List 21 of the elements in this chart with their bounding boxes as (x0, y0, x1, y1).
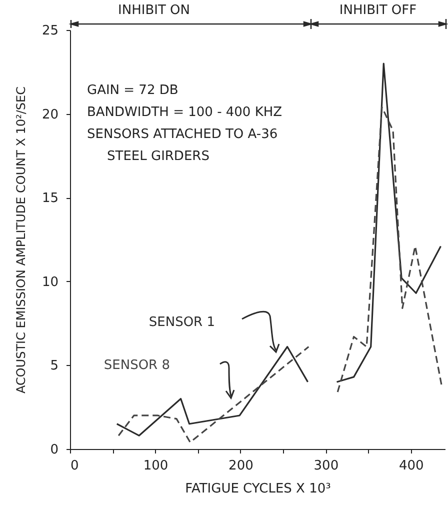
x-tick-label: 200 (228, 458, 254, 474)
y-axis-title: ACOUSTIC EMISSION AMPLITUDE COUNT X 10²/SEC (14, 86, 28, 394)
annotation: BANDWIDTH = 100 - 400 KHZ (87, 105, 282, 120)
x-tick-label: 0 (70, 458, 79, 474)
x-axis-title: FATIGUE CYCLES X 10³ (185, 482, 331, 496)
y-tick-label: 15 (42, 191, 58, 206)
y-tick-label: 20 (42, 107, 58, 122)
x-tick-label: 300 (314, 458, 339, 474)
text: INHIBIT OFF (339, 3, 417, 18)
x-tick-label: 400 (398, 458, 424, 474)
annotation: SENSORS ATTACHED TO A-36 (87, 127, 278, 142)
y-tick-label: 10 (42, 274, 58, 290)
text: INHIBIT ON (118, 3, 190, 18)
y-tick-label: 5 (50, 358, 58, 374)
y-tick-label: 25 (42, 24, 58, 38)
text: SENSOR 8 (104, 358, 170, 373)
text: SENSOR 1 (148, 315, 215, 330)
y-tick-label: 0 (50, 442, 58, 458)
annotation: GAIN = 72 DB (87, 83, 178, 98)
x-tick-label: 100 (143, 458, 168, 474)
annotation: STEEL GIRDERS (107, 149, 210, 164)
